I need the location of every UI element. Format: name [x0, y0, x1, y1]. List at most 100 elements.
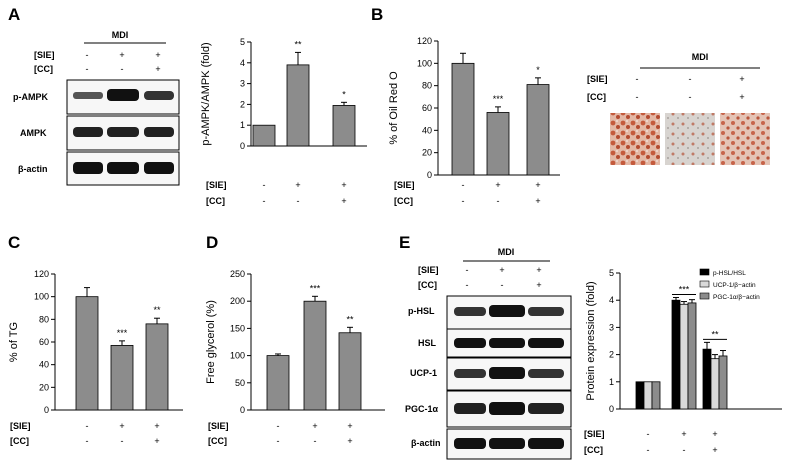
bar: [671, 299, 681, 410]
y-tick-label: 100: [34, 292, 49, 302]
oil-red-o-image-control: [610, 113, 660, 165]
y-tick-label: 20: [422, 148, 432, 158]
band: [489, 305, 525, 317]
y-tick-label: 3: [240, 79, 245, 89]
legend-swatch: [699, 268, 710, 276]
blot-e-cc-2: -: [501, 280, 504, 290]
x-tick-sie: +: [341, 180, 346, 190]
band: [144, 162, 174, 174]
legend-entry: PGC-1α/β−actin: [713, 294, 760, 301]
blot-a-cc-3: +: [155, 64, 160, 74]
y-tick-label: 120: [34, 269, 49, 279]
legend-swatch: [699, 292, 710, 300]
y-tick-label: 20: [39, 382, 49, 392]
x-tick-sie: -: [647, 429, 650, 439]
band: [489, 338, 525, 348]
band: [107, 162, 139, 174]
bar: [110, 344, 134, 411]
y-tick-label: 50: [235, 378, 245, 388]
bar: [486, 112, 510, 176]
images-b-row-cc: [CC]: [587, 92, 606, 102]
x-row-label-cc: [CC]: [206, 196, 225, 206]
bar: [526, 84, 550, 176]
y-tick-label: 5: [240, 37, 245, 47]
band: [107, 89, 139, 101]
blot-e-sie-1: -: [466, 265, 469, 275]
y-tick-label: 60: [39, 337, 49, 347]
x-tick-sie: -: [462, 180, 465, 190]
blot-a-row-sie: [SIE]: [34, 50, 55, 60]
oil-red-o-image-sie: [665, 113, 715, 165]
band: [528, 338, 564, 348]
blot-e-cc-3: +: [536, 280, 541, 290]
images-b-cc-2: -: [689, 92, 692, 102]
chart-e: 0 1 2 3 4 5 Protein expression (fold) - - *** + - **…: [584, 268, 782, 455]
x-tick-cc: -: [263, 196, 266, 206]
images-b-cc-1: -: [636, 92, 639, 102]
band: [489, 402, 525, 415]
blot-a-cc-2: -: [121, 64, 124, 74]
band: [73, 162, 103, 174]
panel-label-a: A: [8, 5, 20, 24]
images-b-row-sie: [SIE]: [587, 74, 608, 84]
oil-red-o-image-sie-cc: [720, 113, 770, 165]
images-b-sie-1: -: [636, 74, 639, 84]
blot-e-sie-3: +: [536, 265, 541, 275]
bar: [332, 105, 356, 147]
y-tick-label: 80: [39, 314, 49, 324]
bar: [451, 62, 475, 176]
x-row-label-cc: [CC]: [584, 445, 603, 455]
x-tick-sie: +: [535, 180, 540, 190]
bar: [286, 64, 310, 147]
bar: [266, 355, 290, 411]
x-row-label-cc: [CC]: [10, 436, 29, 446]
x-tick-cc: -: [462, 196, 465, 206]
chart-d: 0 50 100 150 200 250 Free glycerol (%) - - *** + - *…: [205, 269, 385, 446]
blot-a-sie-1: -: [86, 50, 89, 60]
blot-a-sie-3: +: [155, 50, 160, 60]
legend-entry: UCP-1/β−actin: [713, 282, 756, 289]
x-tick-sie: -: [86, 421, 89, 431]
x-tick-cc: +: [535, 196, 540, 206]
blot-e-sie-2: +: [499, 265, 504, 275]
y-tick-label: 1: [609, 377, 614, 387]
significance-label: **: [153, 305, 161, 315]
blot-a-band-label-actin: β-actin: [18, 164, 48, 174]
band: [144, 127, 174, 137]
blot-e-band-label-p-hsl: p-HSL: [408, 306, 435, 316]
blot-e-cc-1: -: [466, 280, 469, 290]
band: [454, 369, 486, 378]
blot-a: MDI [SIE] [CC] - + + - - + p-AMPK AMPK β…: [13, 30, 180, 186]
images-b-sie-3: +: [739, 74, 744, 84]
y-axis-label: Free glycerol (%): [205, 300, 217, 384]
bar: [75, 296, 99, 411]
y-tick-label: 80: [422, 81, 432, 91]
y-tick-label: 200: [230, 296, 245, 306]
significance-label: ***: [679, 284, 690, 294]
blot-e-row-cc: [CC]: [418, 280, 437, 290]
bar: [338, 332, 362, 411]
legend-swatch: [699, 280, 710, 288]
blot-a-band-label-p-ampk: p-AMPK: [13, 92, 48, 102]
x-row-label-sie: [SIE]: [208, 421, 229, 431]
blot-a-cc-1: -: [86, 64, 89, 74]
x-tick-sie: +: [312, 421, 317, 431]
y-tick-label: 100: [417, 58, 432, 68]
x-row-label-sie: [SIE]: [206, 180, 227, 190]
x-row-label-sie: [SIE]: [584, 429, 605, 439]
blot-e: MDI [SIE] [CC] - + + - - + p-HSL HSL UCP…: [405, 247, 572, 460]
x-row-label-sie: [SIE]: [10, 421, 31, 431]
x-tick-sie: -: [277, 421, 280, 431]
band: [489, 367, 525, 379]
panel-label-d: D: [206, 233, 218, 252]
band: [454, 438, 486, 449]
x-tick-cc: +: [341, 196, 346, 206]
y-tick-label: 0: [240, 405, 245, 415]
blot-a-band-label-ampk: AMPK: [20, 128, 47, 138]
images-b-header: MDI: [692, 52, 709, 62]
significance-label: ***: [117, 328, 128, 338]
band: [528, 369, 564, 378]
chart-a: 0 1 2 3 4 5 p-AMPK/AMPK (fold) - - ** + - * + + [SIE] [C…: [200, 37, 367, 206]
blot-e-band-label-pgc1a: PGC-1α: [405, 404, 439, 414]
